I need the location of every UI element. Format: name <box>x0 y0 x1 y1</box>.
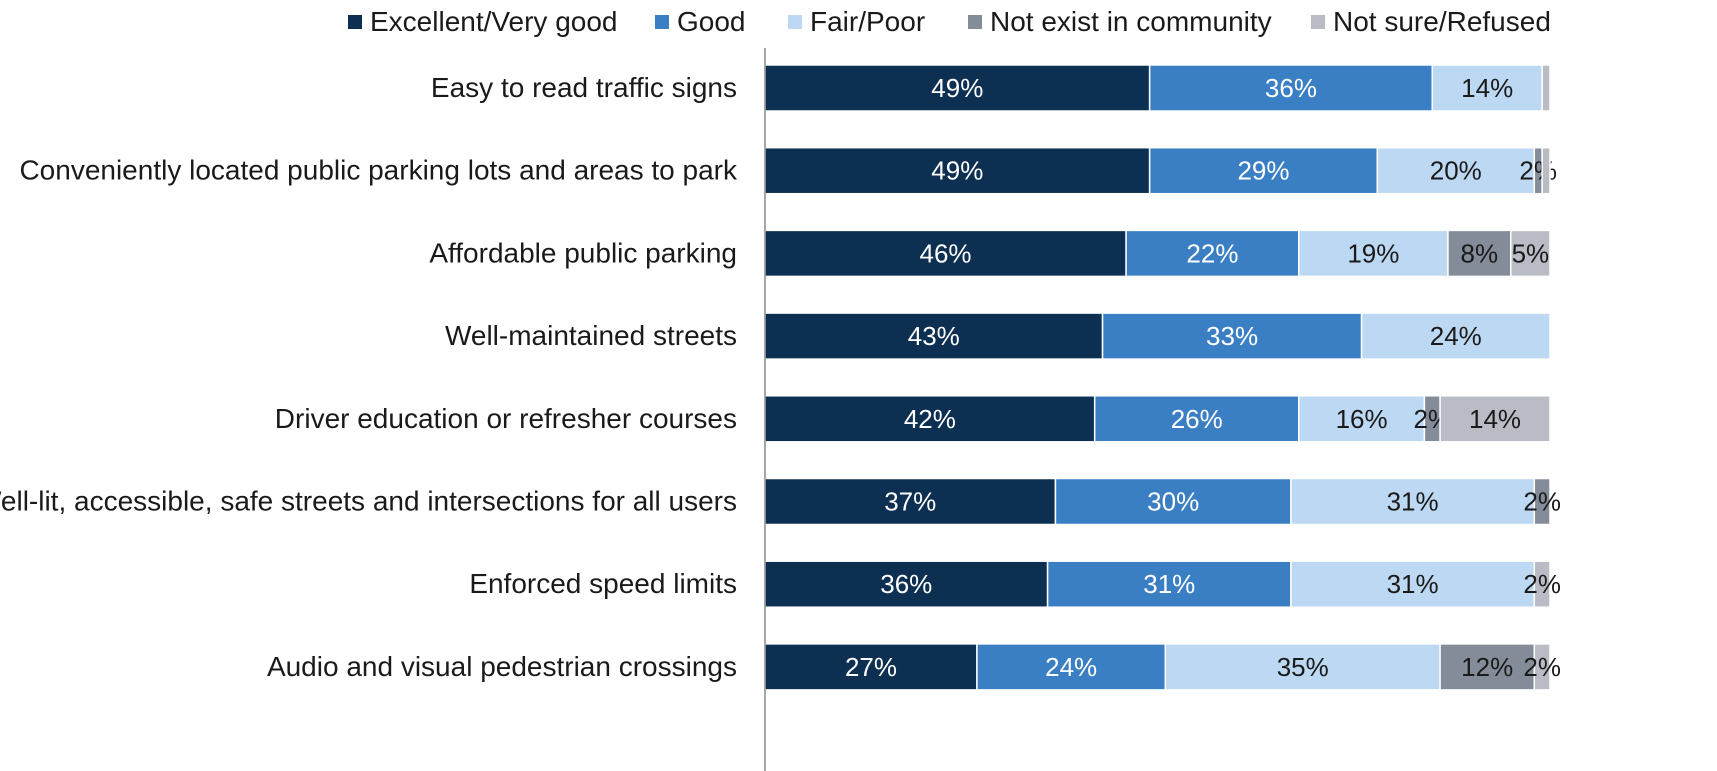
category-label: Affordable public parking <box>429 237 737 268</box>
data-label-not-exist-in-community: 12% <box>1461 652 1513 682</box>
bar-segment-not-exist-in-community <box>1439 643 1536 691</box>
data-label-excellent-very-good: 37% <box>884 487 936 517</box>
data-label-fair-poor: 14% <box>1461 73 1513 103</box>
data-label-good: 29% <box>1237 156 1289 186</box>
category-label: Enforced speed limits <box>469 568 737 599</box>
data-label-good: 33% <box>1206 321 1258 351</box>
data-label-fair-poor: 19% <box>1347 238 1399 268</box>
bar-segment-not-sure-refused <box>1510 229 1551 278</box>
legend-swatch-fair-poor <box>788 15 802 29</box>
data-label-not-sure-refused: 14% <box>1469 404 1521 434</box>
bar-segment-fair-poor <box>1376 146 1536 195</box>
data-label-fair-poor: 35% <box>1277 652 1329 682</box>
bar-segment-good <box>1148 146 1379 195</box>
data-label-excellent-very-good: 49% <box>931 73 983 103</box>
bar-segment-excellent-very-good <box>764 312 1104 360</box>
legend-label-good: Good <box>677 6 746 37</box>
legend-label-not-exist-in-community: Not exist in community <box>990 6 1272 37</box>
category-label: Audio and visual pedestrian crossings <box>267 651 737 682</box>
bar-segment-fair-poor <box>1298 229 1449 278</box>
data-label-not-sure-refused: 5% <box>1512 238 1550 268</box>
bar-segment-not-exist-in-community <box>1447 229 1512 278</box>
bar-segment-not-exist-in-community <box>1533 477 1551 526</box>
legend-label-not-sure-refused: Not sure/Refused <box>1333 6 1551 37</box>
data-label-good: 36% <box>1265 73 1317 103</box>
bar-row-audio-and-visual-pedestrian-crossings: 27% 24% 35% 12% 2% <box>764 643 1561 691</box>
data-label-fair-poor: 31% <box>1387 569 1439 599</box>
bar-segment-not-sure-refused <box>1439 395 1551 443</box>
data-label-fair-poor: 24% <box>1430 321 1482 351</box>
data-label-excellent-very-good: 49% <box>931 156 983 186</box>
bar-row-enforced-speed-limits: 36% 31% 31% 2% <box>764 560 1561 608</box>
bars: 49% 36% 14% 49% 29% 20% 2% 46% 22% 19% 8% 5% 43% 33% 2… <box>764 64 1561 691</box>
data-label-good: 22% <box>1186 238 1238 268</box>
data-label-good: 24% <box>1045 652 1097 682</box>
category-label: Well-maintained streets <box>445 320 737 351</box>
data-label-good: 30% <box>1147 487 1199 517</box>
data-label-not-exist-in-community: 2% <box>1523 487 1561 517</box>
bar-segment-fair-poor <box>1431 64 1543 112</box>
data-label-excellent-very-good: 43% <box>908 321 960 351</box>
bar-row-well-lit-accessible-safe-streets-and-intersections-for-all-users: 37% 30% 31% 2% <box>764 477 1561 526</box>
legend-label-fair-poor: Fair/Poor <box>810 6 925 37</box>
data-label-not-sure-refused: 2% <box>1523 569 1561 599</box>
data-label-excellent-very-good: 42% <box>904 404 956 434</box>
bar-segment-good <box>1148 64 1434 112</box>
bar-segment-good <box>1101 312 1363 360</box>
category-labels: Easy to read traffic signs Conveniently l… <box>0 72 738 682</box>
bar-segment-not-sure-refused <box>1533 643 1551 691</box>
data-label-excellent-very-good: 36% <box>880 569 932 599</box>
category-label: Well-lit, accessible, safe streets and i… <box>0 486 737 517</box>
category-label: Driver education or refresher courses <box>275 403 737 434</box>
data-label-fair-poor: 20% <box>1430 156 1482 186</box>
bar-segment-not-sure-refused <box>1541 146 1551 195</box>
bar-segment-fair-poor <box>1360 312 1551 360</box>
bar-segment-excellent-very-good <box>764 229 1127 278</box>
bar-segment-good <box>1125 229 1300 278</box>
data-label-not-exist-in-community: 2% <box>1519 156 1557 186</box>
data-label-not-exist-in-community: 8% <box>1461 238 1499 268</box>
bar-segment-not-sure-refused <box>1533 560 1551 608</box>
legend-swatch-good <box>655 15 669 29</box>
legend-swatch-excellent-very-good <box>348 15 362 29</box>
bar-segment-fair-poor <box>1290 560 1536 608</box>
data-label-excellent-very-good: 46% <box>920 238 972 268</box>
legend: Excellent/Very good Good Fair/Poor Not exis… <box>348 6 1551 37</box>
bar-segment-fair-poor <box>1290 477 1536 526</box>
data-label-fair-poor: 31% <box>1387 487 1439 517</box>
bar-row-driver-education-or-refresher-courses: 42% 26% 16% 2% 14% <box>764 395 1551 443</box>
bar-row-well-maintained-streets: 43% 33% 24% <box>764 312 1551 360</box>
legend-label-excellent-very-good: Excellent/Very good <box>370 6 618 37</box>
bar-segment-excellent-very-good <box>764 643 978 691</box>
bar-segment-excellent-very-good <box>764 560 1049 608</box>
bar-segment-excellent-very-good <box>764 64 1151 112</box>
bar-segment-fair-poor <box>1164 643 1441 691</box>
category-label: Conveniently located public parking lots… <box>19 155 738 186</box>
bar-segment-excellent-very-good <box>764 395 1096 443</box>
data-label-good: 31% <box>1143 569 1195 599</box>
legend-swatch-not-exist-in-community <box>968 15 982 29</box>
bar-row-conveniently-located-public-parking-lots-and-areas-to-park: 49% 29% 20% 2% <box>764 146 1557 195</box>
data-label-good: 26% <box>1171 404 1223 434</box>
bar-segment-good <box>976 643 1167 691</box>
data-label-excellent-very-good: 27% <box>845 652 897 682</box>
bar-segment-not-sure-refused <box>1541 64 1551 112</box>
legend-swatch-not-sure-refused <box>1311 15 1325 29</box>
category-label: Easy to read traffic signs <box>431 72 737 103</box>
bar-row-easy-to-read-traffic-signs: 49% 36% 14% <box>764 64 1551 112</box>
bar-row-affordable-public-parking: 46% 22% 19% 8% 5% <box>764 229 1551 278</box>
data-label-fair-poor: 16% <box>1336 404 1388 434</box>
data-label-not-sure-refused: 2% <box>1523 652 1561 682</box>
